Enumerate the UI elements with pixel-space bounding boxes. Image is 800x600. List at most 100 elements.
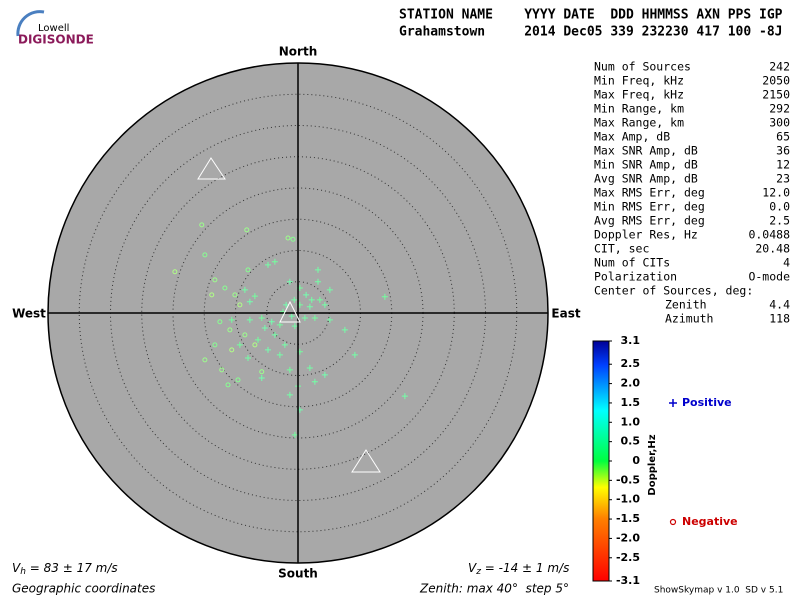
- center-title: Center of Sources, deg:: [594, 284, 753, 298]
- stat-value: 0.0: [769, 200, 790, 214]
- source-negative: [212, 342, 218, 348]
- logo-bottom: DIGISONDE: [18, 33, 94, 47]
- source-negative: [172, 269, 178, 275]
- source-positive: [341, 326, 348, 333]
- source-positive: [303, 291, 310, 298]
- source-positive: [246, 298, 253, 305]
- source-negative: [252, 342, 258, 348]
- legend-marker: [669, 518, 677, 526]
- stat-label: Max RMS Err, deg: [594, 186, 705, 200]
- vz-value: = -14 ± 1 m/s: [481, 561, 569, 575]
- source-positive: [265, 346, 271, 353]
- source-positive: [286, 366, 293, 373]
- header-values: Grahamstown 2014 Dec05 339 232230 417 10…: [399, 25, 783, 40]
- vh-sub: h: [20, 567, 26, 577]
- source-positive: [401, 393, 408, 400]
- coords-text: Geographic coordinates: [12, 582, 155, 596]
- source-positive: [326, 316, 333, 323]
- source-positive: [326, 286, 333, 293]
- center-value: 4.4: [769, 298, 790, 312]
- stat-label: Min RMS Err, deg: [594, 200, 705, 214]
- source-negative: [285, 235, 291, 241]
- source-positive: [381, 293, 388, 300]
- colorbar-tick-label: 2.0: [621, 377, 641, 390]
- east-label: East: [551, 307, 580, 321]
- stat-label: Doppler Res, Hz: [594, 228, 698, 242]
- header-columns: STATION NAME YYYY DATE DDD HHMMSS AXN PP…: [399, 8, 783, 23]
- stat-value: 12.0: [762, 186, 790, 200]
- stat-value: 4: [783, 256, 790, 270]
- source-positive: [265, 261, 271, 268]
- stat-value: 0.0488: [748, 228, 790, 242]
- source-positive: [251, 293, 258, 300]
- source-positive: [321, 301, 328, 308]
- center-label: Azimuth: [665, 312, 713, 326]
- west-label: West: [12, 307, 46, 321]
- colorbar: [592, 340, 610, 582]
- source-positive: [241, 286, 248, 293]
- colorbar-tick-label: -3.1: [616, 574, 640, 587]
- stat-value: 2.5: [769, 214, 790, 228]
- legend-label: Negative: [682, 515, 738, 528]
- colorbar-tick-label: 3.1: [621, 334, 641, 347]
- source-positive: [306, 303, 313, 310]
- source-positive: [258, 375, 265, 381]
- source-negative: [219, 367, 225, 373]
- south-label: South: [278, 567, 318, 581]
- legend-label: Positive: [682, 396, 732, 409]
- stat-label: Avg RMS Err, deg: [594, 214, 705, 228]
- zenith-text: Zenith: max 40° step 5°: [419, 582, 569, 596]
- source-negative: [217, 319, 223, 325]
- source-negative: [244, 227, 250, 233]
- triangle-marker: [279, 300, 301, 323]
- stat-value: 23: [776, 172, 790, 186]
- source-negative: [225, 382, 231, 388]
- stat-value: 292: [769, 102, 790, 116]
- stat-label: Max Amp, dB: [594, 130, 670, 144]
- stat-label: Min Freq, kHz: [594, 74, 684, 88]
- vz-text: Vz = -14 ± 1 m/s: [468, 561, 569, 577]
- version-text: ShowSkymap v 1.0 SD v 5.1: [654, 586, 783, 596]
- colorbar-tick-label: 0.5: [621, 435, 641, 448]
- source-positive: [268, 318, 275, 325]
- source-positive: [301, 315, 308, 321]
- source-negative: [232, 292, 238, 298]
- source-positive: [261, 325, 268, 331]
- vz-sub: z: [475, 567, 481, 577]
- colorbar-tick-label: 2.5: [621, 357, 641, 370]
- stat-label: Polarization: [594, 270, 677, 284]
- stat-label: Max SNR Amp, dB: [594, 144, 698, 158]
- colorbar-tick-label: -2.5: [616, 551, 640, 564]
- source-positive: [276, 351, 283, 358]
- stat-value: 300: [769, 116, 790, 130]
- vh-value: = 83 ± 17 m/s: [26, 561, 118, 575]
- stat-value: 242: [769, 60, 790, 74]
- source-negative: [222, 285, 228, 291]
- stat-value: 36: [776, 144, 790, 158]
- source-negative: [202, 357, 208, 363]
- north-label: North: [279, 45, 317, 59]
- logo-swoosh: [16, 10, 45, 37]
- stat-value: 12: [776, 158, 790, 172]
- stat-value: 65: [776, 130, 790, 144]
- source-negative: [290, 236, 296, 242]
- colorbar-tick-label: 0: [632, 454, 640, 467]
- source-positive: [308, 296, 315, 303]
- vh-text: Vh = 83 ± 17 m/s: [12, 561, 118, 577]
- overlay: [48, 63, 548, 563]
- vh-symbol: V: [12, 561, 21, 575]
- source-negative: [237, 302, 243, 308]
- colorbar-tick-label: 1.0: [621, 415, 641, 428]
- stat-label: Min Range, km: [594, 102, 684, 116]
- source-positive: [291, 431, 298, 438]
- stat-label: Max Freq, kHz: [594, 88, 684, 102]
- legend-marker: [669, 399, 677, 407]
- source-negative: [212, 277, 218, 283]
- stat-label: Num of Sources: [594, 60, 691, 74]
- source-positive: [291, 323, 298, 330]
- source-positive: [286, 278, 293, 285]
- source-positive: [306, 365, 313, 371]
- source-negative: [259, 369, 265, 375]
- center-label: Zenith: [665, 298, 707, 312]
